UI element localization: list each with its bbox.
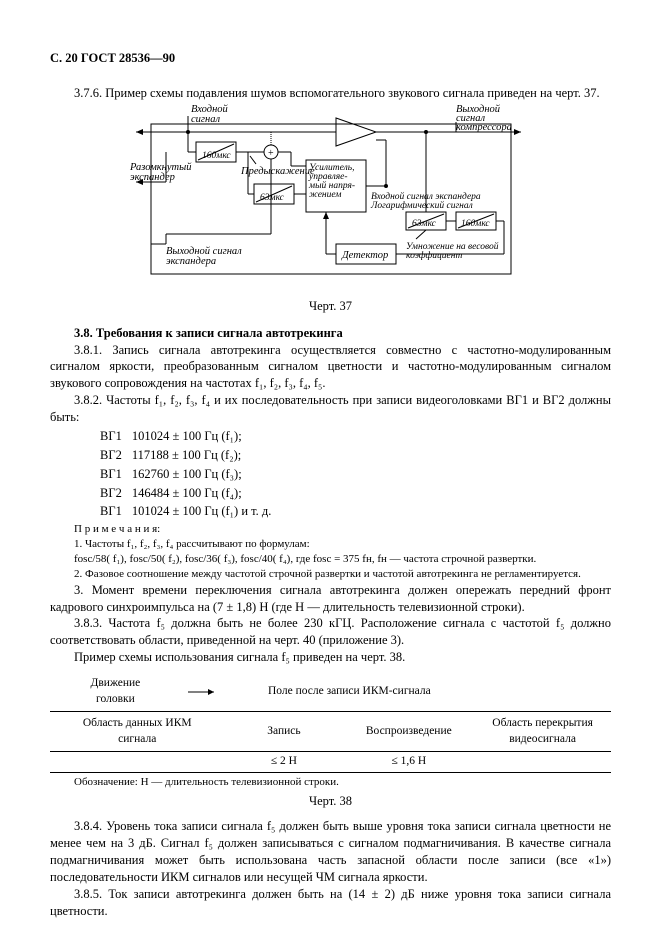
note-1b: fosc/58( f₁), fosc/50( f₂), fosc/36( f₃)… xyxy=(74,552,611,567)
svg-text:160мкс: 160мкс xyxy=(202,151,231,161)
para-3-8-1: 3.8.1. Запись сигнала автотрекинга осуще… xyxy=(50,342,611,393)
svg-text:63мкс: 63мкс xyxy=(412,219,437,229)
svg-text:63мкс: 63мкс xyxy=(260,193,285,203)
freq-head-2: ВГ1 xyxy=(100,466,130,483)
note-1: 1. Частоты f₁, f₂, f₃, f₄ рассчитывают п… xyxy=(74,537,611,552)
tbl38-h-left: Движениеголовки xyxy=(50,672,181,712)
svg-text:Выходной сигналэкспандера: Выходной сигналэкспандера xyxy=(166,246,242,267)
para-3-7-6: 3.7.6. Пример схемы подавления шумов всп… xyxy=(50,85,611,102)
diagram-37: Входнойсигнал 160мкс + Предыскажение Раз… xyxy=(50,104,611,315)
svg-text:Выходнойсигналкомпрессора: Выходнойсигналкомпрессора xyxy=(456,104,512,133)
freq-head-3: ВГ2 xyxy=(100,485,130,502)
note-3: 3. Момент времени переключения сигнала а… xyxy=(50,582,611,616)
freq-val-1: 117188 ± 100 Гц (f₂); xyxy=(132,447,280,464)
freq-head-1: ВГ2 xyxy=(100,447,130,464)
svg-text:+: + xyxy=(268,148,274,159)
tbl38-c2: Запись xyxy=(224,712,343,752)
svg-text:Предыскажение: Предыскажение xyxy=(240,166,315,177)
diagram-37-caption: Черт. 37 xyxy=(50,298,611,315)
freq-head-4: ВГ1 xyxy=(100,503,130,520)
tbl38-v2: ≤ 2 Н xyxy=(224,752,343,773)
para-3-8-4: 3.8.4. Уровень тока записи сигнала f₅ до… xyxy=(50,818,611,886)
notes-block: П р и м е ч а н и я: 1. Частоты f₁, f₂, … xyxy=(74,522,611,581)
freq-val-2: 162760 ± 100 Гц (f₃); xyxy=(132,466,280,483)
tbl38-c3: Воспроизведение xyxy=(343,712,474,752)
para-3-8-5: 3.8.5. Ток записи автотрекинга должен бы… xyxy=(50,886,611,920)
svg-text:Умножение на весовойкоэффициен: Умножение на весовойкоэффициент xyxy=(406,241,499,261)
para-3-8-3b: Пример схемы использования сигнала f₅ пр… xyxy=(50,649,611,666)
note-2: 2. Фазовое соотношение между частотой ст… xyxy=(74,567,611,582)
tbl38-c4: Область перекрытиявидеосигнала xyxy=(474,712,611,752)
page-header: С. 20 ГОСТ 28536—90 xyxy=(50,50,611,67)
svg-text:Детектор: Детектор xyxy=(341,250,388,261)
tbl38-note: Обозначение: Н — длительность телевизион… xyxy=(50,775,611,790)
svg-text:Разомкнутыйэкспандер: Разомкнутыйэкспандер xyxy=(129,162,192,183)
svg-text:Входной сигнал экспандераЛогар: Входной сигнал экспандераЛогарифмический… xyxy=(370,191,481,211)
tbl38-c1: Область данных ИКМсигнала xyxy=(50,712,224,752)
svg-text:160мкс: 160мкс xyxy=(461,219,490,229)
freq-val-0: 101024 ± 100 Гц (f₁); xyxy=(132,428,280,445)
svg-text:Усилитель,управляе-мый напря-ж: Усилитель,управляе-мый напря-жением xyxy=(308,163,355,200)
tbl38-caption: Черт. 38 xyxy=(50,793,611,810)
section-3-8-title: 3.8. Требования к записи сигнала автотре… xyxy=(50,325,611,342)
tbl38-h-right: Поле после записи ИКМ-сигнала xyxy=(224,672,474,712)
para-3-8-3: 3.8.3. Частота f₅ должна быть не более 2… xyxy=(50,615,611,649)
frequency-table: ВГ1101024 ± 100 Гц (f₁); ВГ2117188 ± 100… xyxy=(98,426,281,522)
notes-head: П р и м е ч а н и я: xyxy=(74,522,611,537)
para-3-8-2: 3.8.2. Частоты f₁, f₂, f₃, f₄ и их после… xyxy=(50,392,611,426)
freq-head-0: ВГ1 xyxy=(100,428,130,445)
arrow-icon xyxy=(188,686,218,698)
table-38: Движениеголовки Поле после записи ИКМ-си… xyxy=(50,672,611,773)
tbl38-v3: ≤ 1,6 Н xyxy=(343,752,474,773)
svg-text:Входнойсигнал: Входнойсигнал xyxy=(191,104,229,125)
freq-val-3: 146484 ± 100 Гц (f₄); xyxy=(132,485,280,502)
freq-val-4: 101024 ± 100 Гц (f₁) и т. д. xyxy=(132,503,280,520)
